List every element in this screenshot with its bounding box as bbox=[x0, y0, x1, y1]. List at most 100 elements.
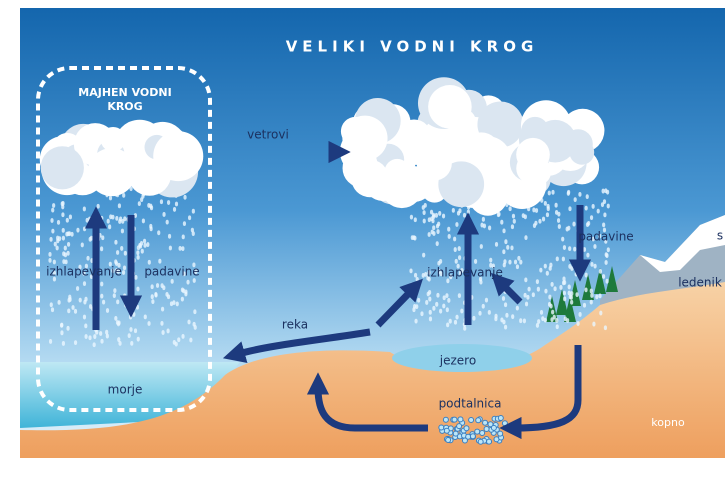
raindrop bbox=[143, 243, 146, 248]
raindrop bbox=[524, 277, 527, 282]
raindrop bbox=[564, 316, 567, 321]
raindrop bbox=[563, 245, 566, 250]
raindrop bbox=[516, 264, 519, 269]
water-cycle-diagram: VELIKI VODNI KROG MAJHEN VODNI KROG izhl… bbox=[0, 0, 725, 487]
raindrop bbox=[136, 250, 139, 255]
raindrop bbox=[482, 304, 485, 309]
raindrop bbox=[489, 258, 492, 263]
raindrop bbox=[506, 245, 509, 250]
raindrop bbox=[548, 191, 551, 196]
raindrop bbox=[81, 243, 84, 248]
raindrop bbox=[512, 214, 515, 219]
raindrop bbox=[161, 307, 164, 312]
raindrop bbox=[191, 228, 194, 233]
raindrop bbox=[532, 208, 535, 213]
raindrop bbox=[603, 212, 606, 217]
raindrop bbox=[151, 299, 154, 304]
raindrop bbox=[445, 293, 448, 298]
raindrop bbox=[606, 190, 609, 195]
raindrop bbox=[154, 292, 157, 297]
raindrop bbox=[151, 284, 154, 289]
raindrop bbox=[508, 260, 511, 265]
raindrop bbox=[458, 255, 461, 260]
raindrop bbox=[436, 241, 439, 246]
raindrop bbox=[439, 309, 442, 314]
raindrop bbox=[76, 228, 79, 233]
groundwater-bubble bbox=[439, 425, 444, 430]
label-evaporation-small: izhlapevanje bbox=[46, 265, 122, 279]
raindrop bbox=[121, 219, 124, 224]
raindrop bbox=[468, 216, 471, 221]
groundwater-bubble bbox=[464, 426, 469, 431]
raindrop bbox=[536, 279, 539, 284]
raindrop bbox=[504, 325, 507, 330]
raindrop bbox=[593, 264, 596, 269]
raindrop bbox=[79, 298, 82, 303]
raindrop bbox=[494, 316, 497, 321]
raindrop bbox=[519, 318, 522, 323]
raindrop bbox=[162, 212, 165, 217]
raindrop bbox=[51, 307, 54, 312]
raindrop bbox=[117, 320, 120, 325]
raindrop bbox=[502, 296, 505, 301]
raindrop bbox=[412, 235, 415, 240]
raindrop bbox=[455, 315, 458, 320]
raindrop bbox=[539, 268, 542, 273]
raindrop bbox=[129, 327, 132, 332]
raindrop bbox=[93, 334, 96, 339]
raindrop bbox=[546, 212, 549, 217]
raindrop bbox=[607, 247, 610, 252]
raindrop bbox=[455, 259, 458, 264]
raindrop bbox=[175, 202, 178, 207]
raindrop bbox=[181, 297, 184, 302]
raindrop bbox=[107, 219, 110, 224]
raindrop bbox=[590, 215, 593, 220]
raindrop bbox=[68, 231, 71, 236]
raindrop bbox=[449, 319, 452, 324]
raindrop bbox=[511, 224, 514, 229]
groundwater-bubble bbox=[457, 424, 462, 429]
raindrop bbox=[568, 285, 571, 290]
raindrop bbox=[592, 322, 595, 327]
raindrop bbox=[601, 202, 604, 207]
raindrop bbox=[568, 206, 571, 211]
groundwater-bubble bbox=[469, 417, 474, 422]
groundwater-bubble bbox=[470, 434, 475, 439]
raindrop bbox=[49, 237, 52, 242]
cloud-puff bbox=[153, 131, 203, 181]
small-cycle-title: KROG bbox=[107, 100, 142, 113]
raindrop bbox=[129, 315, 132, 320]
raindrop bbox=[607, 204, 610, 209]
raindrop bbox=[575, 292, 578, 297]
raindrop bbox=[523, 319, 526, 324]
raindrop bbox=[193, 309, 196, 314]
raindrop bbox=[147, 321, 150, 326]
raindrop bbox=[113, 288, 116, 293]
groundwater-bubble bbox=[498, 431, 503, 436]
raindrop bbox=[137, 255, 140, 260]
scene: VELIKI VODNI KROG MAJHEN VODNI KROG izhl… bbox=[20, 8, 725, 458]
raindrop bbox=[160, 199, 163, 204]
raindrop bbox=[605, 260, 608, 265]
raindrop bbox=[113, 293, 116, 298]
raindrop bbox=[525, 302, 528, 307]
raindrop bbox=[431, 218, 434, 223]
raindrop bbox=[111, 215, 114, 220]
groundwater-bubble bbox=[484, 426, 489, 431]
raindrop bbox=[429, 317, 432, 322]
groundwater-bubble bbox=[491, 425, 496, 430]
raindrop bbox=[574, 197, 577, 202]
label-precipitation-large: padavine bbox=[578, 230, 633, 244]
raindrop bbox=[544, 264, 547, 269]
raindrop bbox=[590, 262, 593, 267]
raindrop bbox=[76, 286, 79, 291]
raindrop bbox=[568, 246, 571, 251]
raindrop bbox=[458, 293, 461, 298]
raindrop bbox=[482, 217, 485, 222]
raindrop bbox=[150, 205, 153, 210]
raindrop bbox=[146, 242, 149, 247]
raindrop bbox=[540, 310, 543, 315]
raindrop bbox=[597, 209, 600, 214]
raindrop bbox=[124, 303, 127, 308]
raindrop bbox=[160, 321, 163, 326]
